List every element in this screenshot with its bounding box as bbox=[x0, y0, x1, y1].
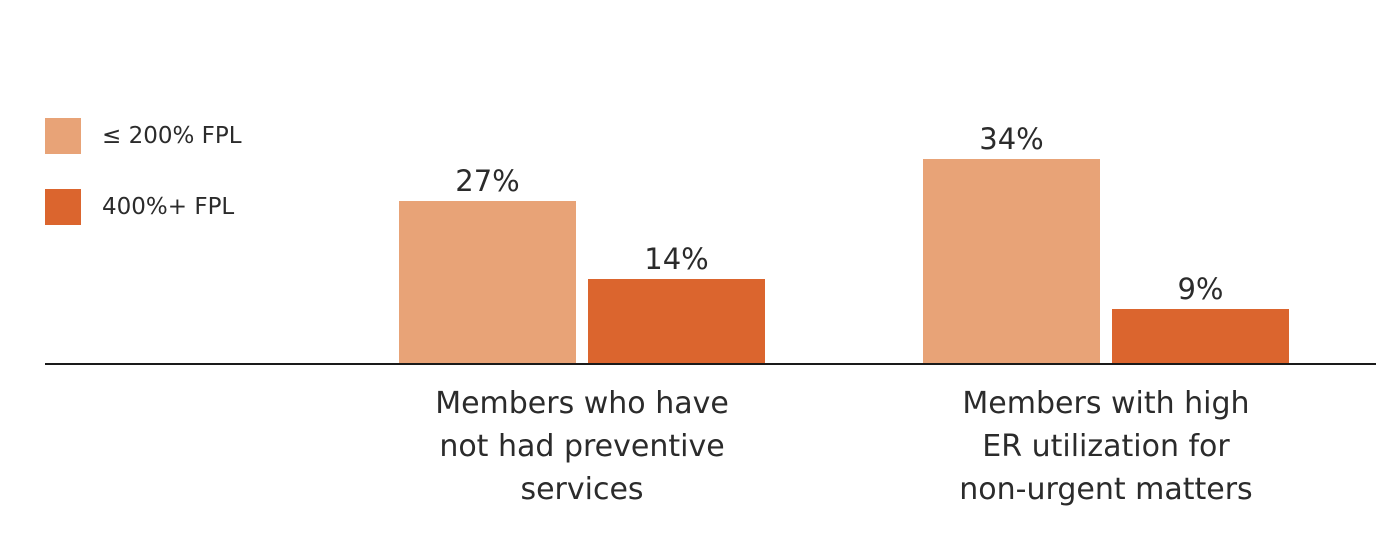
value-label-series-1-category-2: 34% bbox=[979, 122, 1043, 156]
bars-group bbox=[399, 159, 1289, 363]
legend-label-series-1: ≤ 200% FPL bbox=[102, 123, 242, 149]
category-label-line: not had preventive bbox=[439, 429, 725, 464]
category-label-line: non-urgent matters bbox=[959, 472, 1253, 507]
category-label-line: ER utilization for bbox=[982, 429, 1230, 464]
legend-item-series-1: ≤ 200% FPL bbox=[45, 118, 242, 154]
bar-series-2-category-1 bbox=[588, 279, 765, 363]
legend-swatch-series-2 bbox=[45, 189, 81, 225]
value-label-series-2-category-1: 14% bbox=[644, 242, 708, 276]
category-label-line: Members with high bbox=[962, 386, 1250, 421]
bar-series-1-category-1 bbox=[399, 201, 576, 363]
category-label-line: Members who have bbox=[435, 386, 729, 421]
bar-series-2-category-2 bbox=[1112, 309, 1289, 363]
legend-swatch-series-1 bbox=[45, 118, 81, 154]
category-label-er-utilization: Members with high ER utilization for non… bbox=[916, 382, 1296, 511]
value-label-series-1-category-1: 27% bbox=[455, 164, 519, 198]
legend: ≤ 200% FPL 400%+ FPL bbox=[45, 118, 242, 260]
legend-item-series-2: 400%+ FPL bbox=[45, 189, 242, 225]
value-labels-group: 27% 34% 14% 9% bbox=[455, 122, 1223, 306]
bar-series-1-category-2 bbox=[923, 159, 1100, 363]
category-label-preventive-services: Members who have not had preventive serv… bbox=[392, 382, 772, 511]
legend-label-series-2: 400%+ FPL bbox=[102, 194, 235, 220]
value-label-series-2-category-2: 9% bbox=[1177, 272, 1223, 306]
category-label-line: services bbox=[520, 472, 644, 507]
